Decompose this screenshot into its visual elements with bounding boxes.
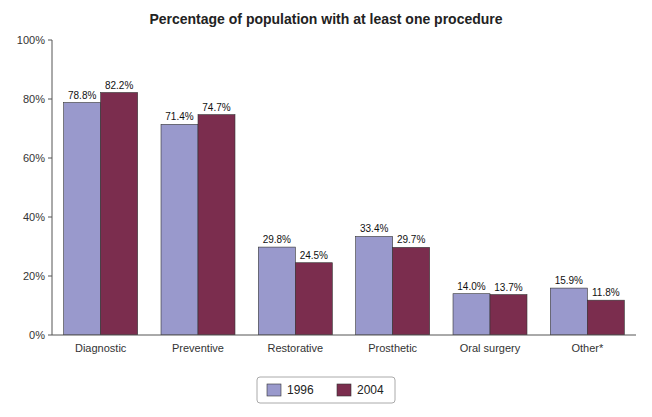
legend-swatch — [267, 384, 281, 396]
data-label: 15.9% — [555, 275, 583, 286]
x-tick-label: Diagnostic — [75, 342, 127, 354]
legend-label: 1996 — [287, 383, 314, 397]
data-label: 71.4% — [165, 111, 193, 122]
data-label: 11.8% — [592, 287, 620, 298]
legend-label: 2004 — [357, 383, 384, 397]
y-tick-label: 80% — [23, 93, 45, 105]
data-labels: 78.8% 71.4% 29.8% 33.4% 14.0% 15.9% 82.2% 74.7%… — [68, 80, 620, 299]
bar — [198, 115, 235, 335]
y-tick — [48, 276, 52, 277]
legend-box — [257, 377, 395, 403]
x-tick-label: Restorative — [268, 342, 324, 354]
y-tick-label: 20% — [23, 270, 45, 282]
bar — [393, 247, 430, 335]
data-label: 82.2% — [105, 80, 133, 91]
bar — [550, 288, 587, 335]
data-label: 74.7% — [202, 102, 230, 113]
y-tick — [48, 40, 52, 41]
x-tick-label: Prosthetic — [368, 342, 417, 354]
y-tick-label: 60% — [23, 152, 45, 164]
data-label: 14.0% — [457, 281, 485, 292]
data-label: 13.7% — [494, 282, 522, 293]
y-tick-label: 100% — [17, 34, 45, 46]
legend-swatch — [337, 384, 351, 396]
bar — [295, 263, 332, 335]
bar — [587, 300, 624, 335]
bar — [101, 93, 138, 335]
x-tick-label: Preventive — [172, 342, 224, 354]
bar — [64, 103, 101, 335]
bar — [356, 236, 393, 335]
y-tick-label: 0% — [29, 329, 45, 341]
x-tick-label: Other* — [571, 342, 604, 354]
x-axis: Diagnostic Preventive Restorative Prostheti… — [52, 335, 636, 354]
y-tick — [48, 158, 52, 159]
y-tick-label: 40% — [23, 211, 45, 223]
bar — [453, 294, 490, 335]
data-label: 29.7% — [397, 234, 425, 245]
data-label: 33.4% — [360, 223, 388, 234]
chart: Percentage of population with at least o… — [0, 0, 652, 417]
bar — [161, 124, 198, 335]
y-axis: 0% 20% 40% 60% 80% 100% — [17, 34, 52, 341]
y-tick — [48, 335, 52, 336]
y-tick — [48, 217, 52, 218]
y-axis-line — [52, 40, 53, 335]
data-label: 78.8% — [68, 90, 96, 101]
title: Percentage of population with at least o… — [149, 11, 502, 27]
x-axis-line — [52, 335, 636, 336]
legend: 1996 2004 — [257, 377, 395, 403]
data-label: 24.5% — [300, 250, 328, 261]
bar — [258, 247, 295, 335]
y-tick — [48, 99, 52, 100]
data-label: 29.8% — [263, 234, 291, 245]
bars — [64, 93, 625, 335]
bar — [490, 295, 527, 335]
x-tick-label: Oral surgery — [460, 342, 521, 354]
